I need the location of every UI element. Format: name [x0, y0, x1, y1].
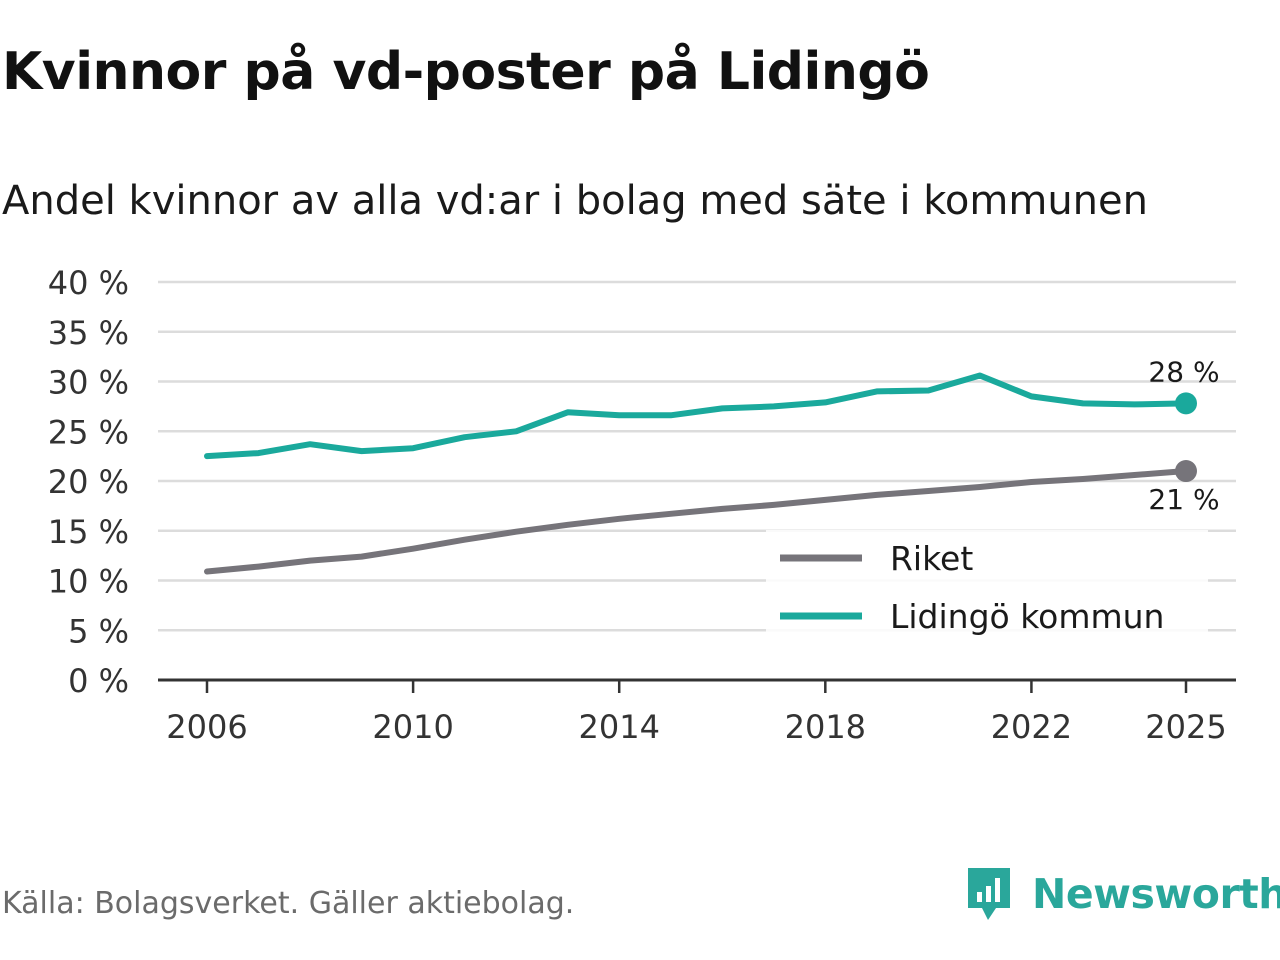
x-tick-label: 2018: [785, 708, 866, 746]
chart-title: Kvinnor på vd-poster på Lidingö: [2, 42, 930, 102]
x-axis: 2006 2010 2014 2018 2022 2025: [158, 678, 1236, 746]
y-axis: 0 % 5 % 10 % 15 % 20 % 25 % 30 % 35 % 40 %: [48, 264, 129, 700]
end-point-marker: [1175, 392, 1197, 415]
newsworthy-logo-icon: [968, 868, 1010, 920]
legend-label: Riket: [890, 539, 973, 578]
y-tick-label: 15 %: [48, 513, 129, 551]
x-tick-label: 2022: [991, 708, 1072, 746]
y-tick-label: 20 %: [48, 463, 129, 501]
y-tick-label: 0 %: [68, 662, 129, 700]
x-tick-label: 2010: [372, 708, 453, 746]
brand-logo: Newsworthy: [964, 864, 1280, 924]
brand-name: Newsworthy: [1032, 870, 1280, 918]
x-tick-label: 2025: [1145, 708, 1226, 746]
y-tick-label: 35 %: [48, 314, 129, 352]
source-note: Källa: Bolagsverket. Gäller aktiebolag.: [2, 886, 575, 921]
legend-label: Lidingö kommun: [890, 597, 1164, 636]
y-tick-label: 5 %: [68, 612, 129, 650]
y-tick-label: 40 %: [48, 264, 129, 302]
end-markers: 21 % 28 %: [1148, 355, 1219, 516]
y-tick-label: 30 %: [48, 364, 129, 402]
chart-subtitle: Andel kvinnor av alla vd:ar i bolag med …: [2, 178, 1148, 224]
x-tick-label: 2014: [578, 708, 659, 746]
series-line: [204, 372, 1189, 460]
y-tick-label: 25 %: [48, 413, 129, 451]
series-line: [204, 468, 1189, 575]
end-point-marker: [1175, 460, 1197, 483]
end-value-label: 21 %: [1148, 483, 1219, 516]
y-tick-label: 10 %: [48, 563, 129, 601]
x-tick-label: 2006: [166, 708, 247, 746]
legend: Riket Lidingö kommun: [766, 530, 1208, 636]
end-value-label: 28 %: [1148, 355, 1219, 388]
series-lines: [204, 372, 1189, 575]
